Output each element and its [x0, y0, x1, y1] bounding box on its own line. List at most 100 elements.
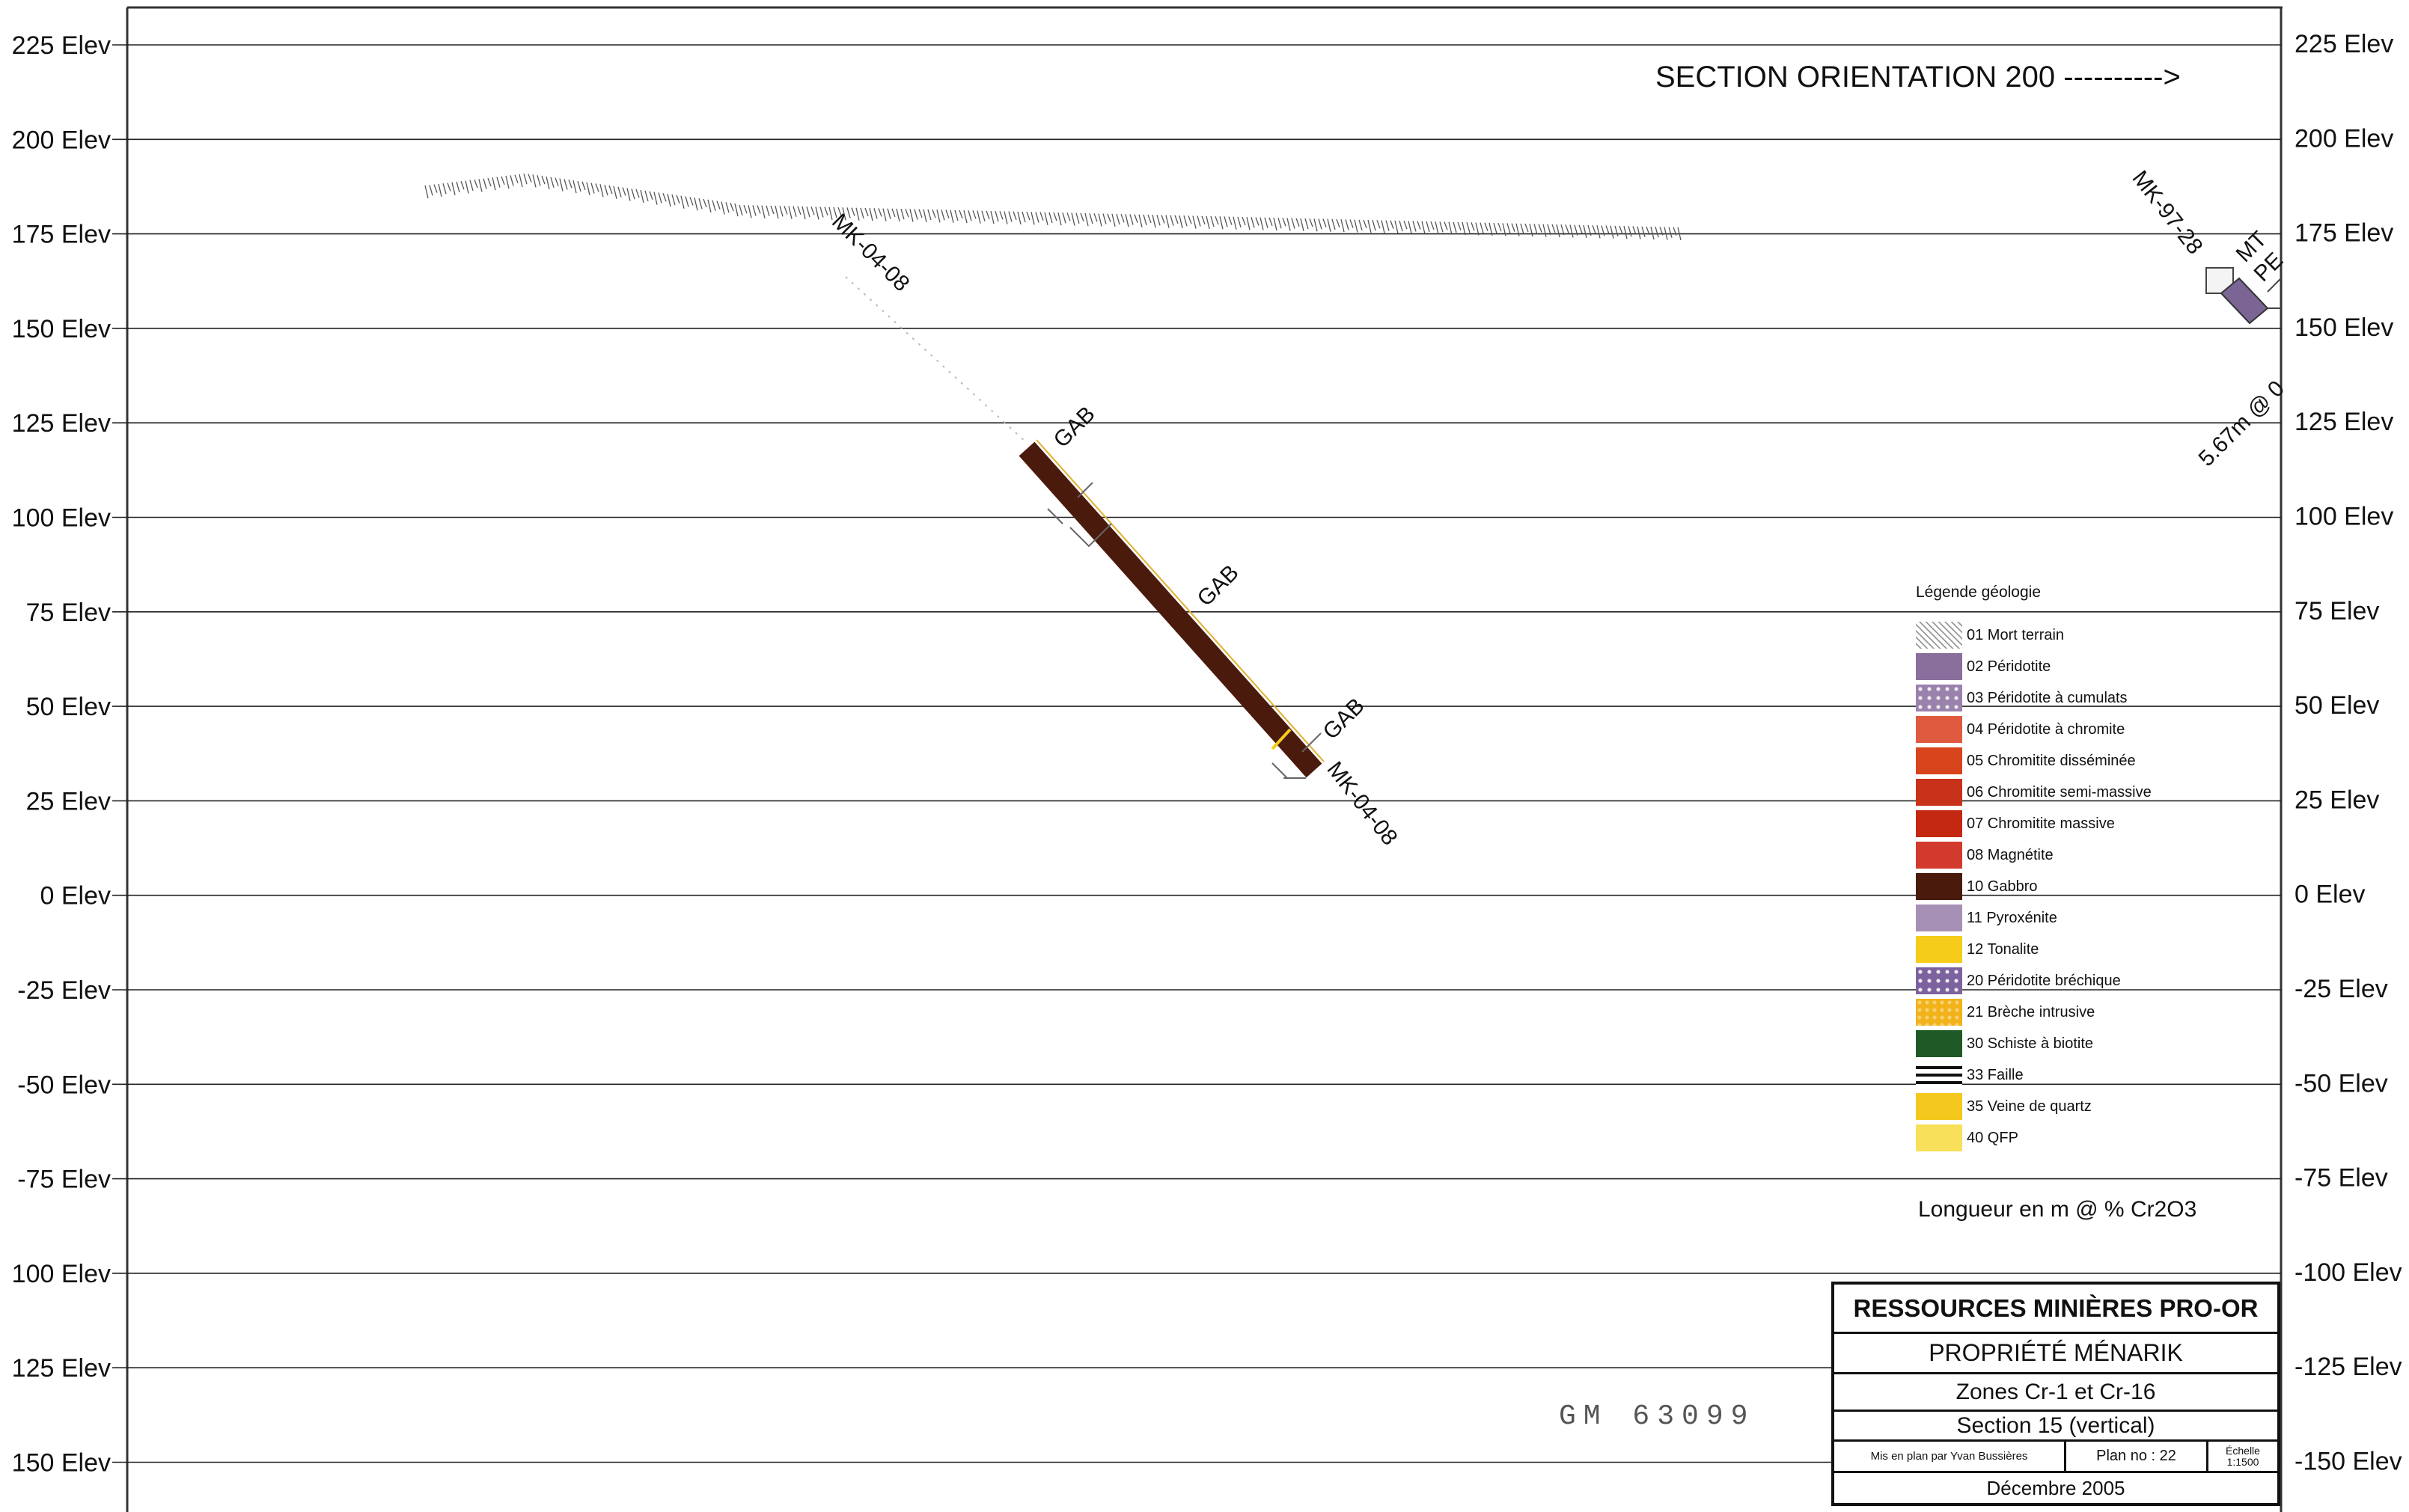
- elevation-label-right: -75 Elev: [2294, 1164, 2388, 1193]
- legend-label: 12 Tonalite: [1967, 940, 2039, 958]
- legend-swatch: [1916, 685, 1962, 711]
- legend-item: 33 Faille: [1916, 1059, 2305, 1091]
- legend-label: 07 Chromitite massive: [1967, 815, 2115, 832]
- elevation-label-right: 75 Elev: [2294, 597, 2379, 625]
- legend-swatch: [1916, 747, 1962, 774]
- elevation-label-right: 25 Elev: [2294, 786, 2379, 814]
- legend-label: 06 Chromitite semi-massive: [1967, 783, 2152, 801]
- legend-swatch: [1916, 905, 1962, 931]
- legend-item: 40 QFP: [1916, 1122, 2305, 1154]
- elevation-label-right: -100 Elev: [2294, 1258, 2402, 1287]
- drillhole-assay-line: [1036, 439, 1325, 762]
- legend-label: 11 Pyroxénite: [1967, 909, 2057, 926]
- elevation-label-left: 150 Elev: [12, 315, 111, 343]
- section-frame: [126, 6, 2283, 1512]
- elevation-label-right: -50 Elev: [2294, 1069, 2388, 1098]
- company-name: RESSOURCES MINIÈRES PRO-OR: [1834, 1285, 2277, 1334]
- legend-item: 08 Magnétite: [1916, 839, 2305, 871]
- legend-label: 04 Péridotite à chromite: [1967, 720, 2125, 738]
- legend-swatch: [1916, 873, 1962, 900]
- elevation-label-left: 100 Elev: [12, 1260, 111, 1288]
- drillhole-mk-97-28: MK-97-28 MT PE 5.67m @ 0: [2127, 166, 2289, 471]
- legend-label: 33 Faille: [1967, 1066, 2024, 1083]
- legend-label: 02 Péridotite: [1967, 658, 2051, 675]
- legend-swatch: [1916, 1030, 1962, 1057]
- legend-swatch: [1916, 1062, 1962, 1089]
- legend-swatch: [1916, 999, 1962, 1026]
- plan-number: Plan no : 22: [2066, 1442, 2208, 1471]
- legend-label: 30 Schiste à biotite: [1967, 1035, 2093, 1052]
- legend-item: 01 Mort terrain: [1916, 619, 2305, 651]
- geology-legend: Légende géologie 01 Mort terrain 02 Périd…: [1916, 584, 2305, 1154]
- elevation-label-right: 125 Elev: [2294, 408, 2393, 436]
- legend-swatch: [1916, 842, 1962, 869]
- legend-title: Légende géologie: [1916, 584, 2041, 601]
- document-stamp: GM 63099: [1559, 1401, 1756, 1433]
- elevation-label-left: 100 Elev: [12, 504, 111, 533]
- legend-item: 35 Veine de quartz: [1916, 1091, 2305, 1122]
- author-label: Mis en plan par Yvan Bussières: [1834, 1442, 2066, 1471]
- zones-label: Zones Cr-1 et Cr-16: [1834, 1374, 2277, 1412]
- legend-items: 01 Mort terrain 02 Péridotite 03 Péridotit…: [1916, 619, 2305, 1154]
- title-block: RESSOURCES MINIÈRES PRO-OR PROPRIÉTÉ MÉN…: [1831, 1282, 2280, 1506]
- scale-label: Échelle: [2226, 1444, 2260, 1457]
- legend-swatch: [1916, 622, 1962, 649]
- depth-ticks: [2267, 278, 2282, 309]
- elevation-label-right: 200 Elev: [2294, 124, 2393, 153]
- drillhole-label: MK-97-28: [2127, 166, 2207, 259]
- legend-item: 20 Péridotite bréchique: [1916, 965, 2305, 997]
- elevation-label-right: 0 Elev: [2294, 881, 2366, 909]
- elevation-label-left: 150 Elev: [12, 1449, 111, 1478]
- elevation-label-left: 175 Elev: [12, 221, 111, 249]
- interval-boundary-tick: [1271, 728, 1292, 750]
- legend-swatch: [1916, 936, 1962, 963]
- elevation-label-left: 25 Elev: [26, 787, 111, 815]
- drillhole-end-label: MK-04-08: [1322, 757, 1402, 850]
- legend-swatch: [1916, 967, 1962, 994]
- elevation-label-right: 150 Elev: [2294, 313, 2393, 342]
- legend-item: 12 Tonalite: [1916, 934, 2305, 965]
- elevation-label-left: 0 Elev: [40, 882, 112, 910]
- drillhole-collar-label: MK-04-08: [827, 209, 914, 296]
- legend-swatch: [1916, 779, 1962, 806]
- legend-swatch: [1916, 1093, 1962, 1120]
- legend-item: 30 Schiste à biotite: [1916, 1028, 2305, 1059]
- legend-label: 10 Gabbro: [1967, 878, 2038, 895]
- legend-item: 21 Brèche intrusive: [1916, 997, 2305, 1028]
- depth-ticks: [1271, 732, 1322, 779]
- scale-cell: Échelle 1:1500: [2208, 1442, 2277, 1471]
- section-label: Section 15 (vertical): [1834, 1412, 2277, 1442]
- legend-label: 01 Mort terrain: [1967, 626, 2065, 643]
- interval-label-gab-2: GAB: [1193, 560, 1244, 611]
- elevation-label-right: -125 Elev: [2294, 1353, 2402, 1381]
- elevation-label-right: 175 Elev: [2294, 219, 2393, 248]
- elevation-label-left: 125 Elev: [12, 1354, 111, 1383]
- legend-label: 03 Péridotite à cumulats: [1967, 689, 2128, 706]
- elevation-label-right: -25 Elev: [2294, 975, 2388, 1003]
- legend-label: 40 QFP: [1967, 1129, 2018, 1146]
- elevation-label-right: -150 Elev: [2294, 1448, 2402, 1476]
- topography-profile: [424, 174, 1682, 241]
- legend-item: 03 Péridotite à cumulats: [1916, 682, 2305, 714]
- drillhole-trace: [845, 276, 1026, 442]
- scale-value: 1:1500: [2226, 1455, 2259, 1468]
- elevation-label-left: 225 Elev: [12, 31, 111, 60]
- legend-item: 10 Gabbro: [1916, 871, 2305, 902]
- interval-label-gab-1: GAB: [1049, 402, 1100, 453]
- interval-label-gab-3: GAB: [1319, 694, 1370, 744]
- left-elevation-labels: 225 Elev 200 Elev 175 Elev 150 Elev 125 Elev…: [12, 31, 111, 1478]
- section-orientation-label: SECTION ORIENTATION 200 ---------->: [1655, 61, 2181, 94]
- elevation-label-left: -50 Elev: [17, 1071, 111, 1099]
- legend-label: 05 Chromitite disséminée: [1967, 752, 2136, 769]
- legend-item: 06 Chromitite semi-massive: [1916, 777, 2305, 808]
- elevation-label-left: 75 Elev: [26, 599, 111, 627]
- legend-label: 35 Veine de quartz: [1967, 1098, 2092, 1115]
- title-block-meta: Mis en plan par Yvan Bussières Plan no :…: [1834, 1442, 2277, 1473]
- legend-item: 11 Pyroxénite: [1916, 902, 2305, 934]
- property-name: PROPRIÉTÉ MÉNARIK: [1834, 1334, 2277, 1374]
- legend-item: 05 Chromitite disséminée: [1916, 745, 2305, 777]
- legend-item: 07 Chromitite massive: [1916, 808, 2305, 839]
- legend-label: 20 Péridotite bréchique: [1967, 972, 2121, 989]
- elevation-label-right: 225 Elev: [2294, 30, 2393, 58]
- gabbro-interval: [1019, 441, 1322, 778]
